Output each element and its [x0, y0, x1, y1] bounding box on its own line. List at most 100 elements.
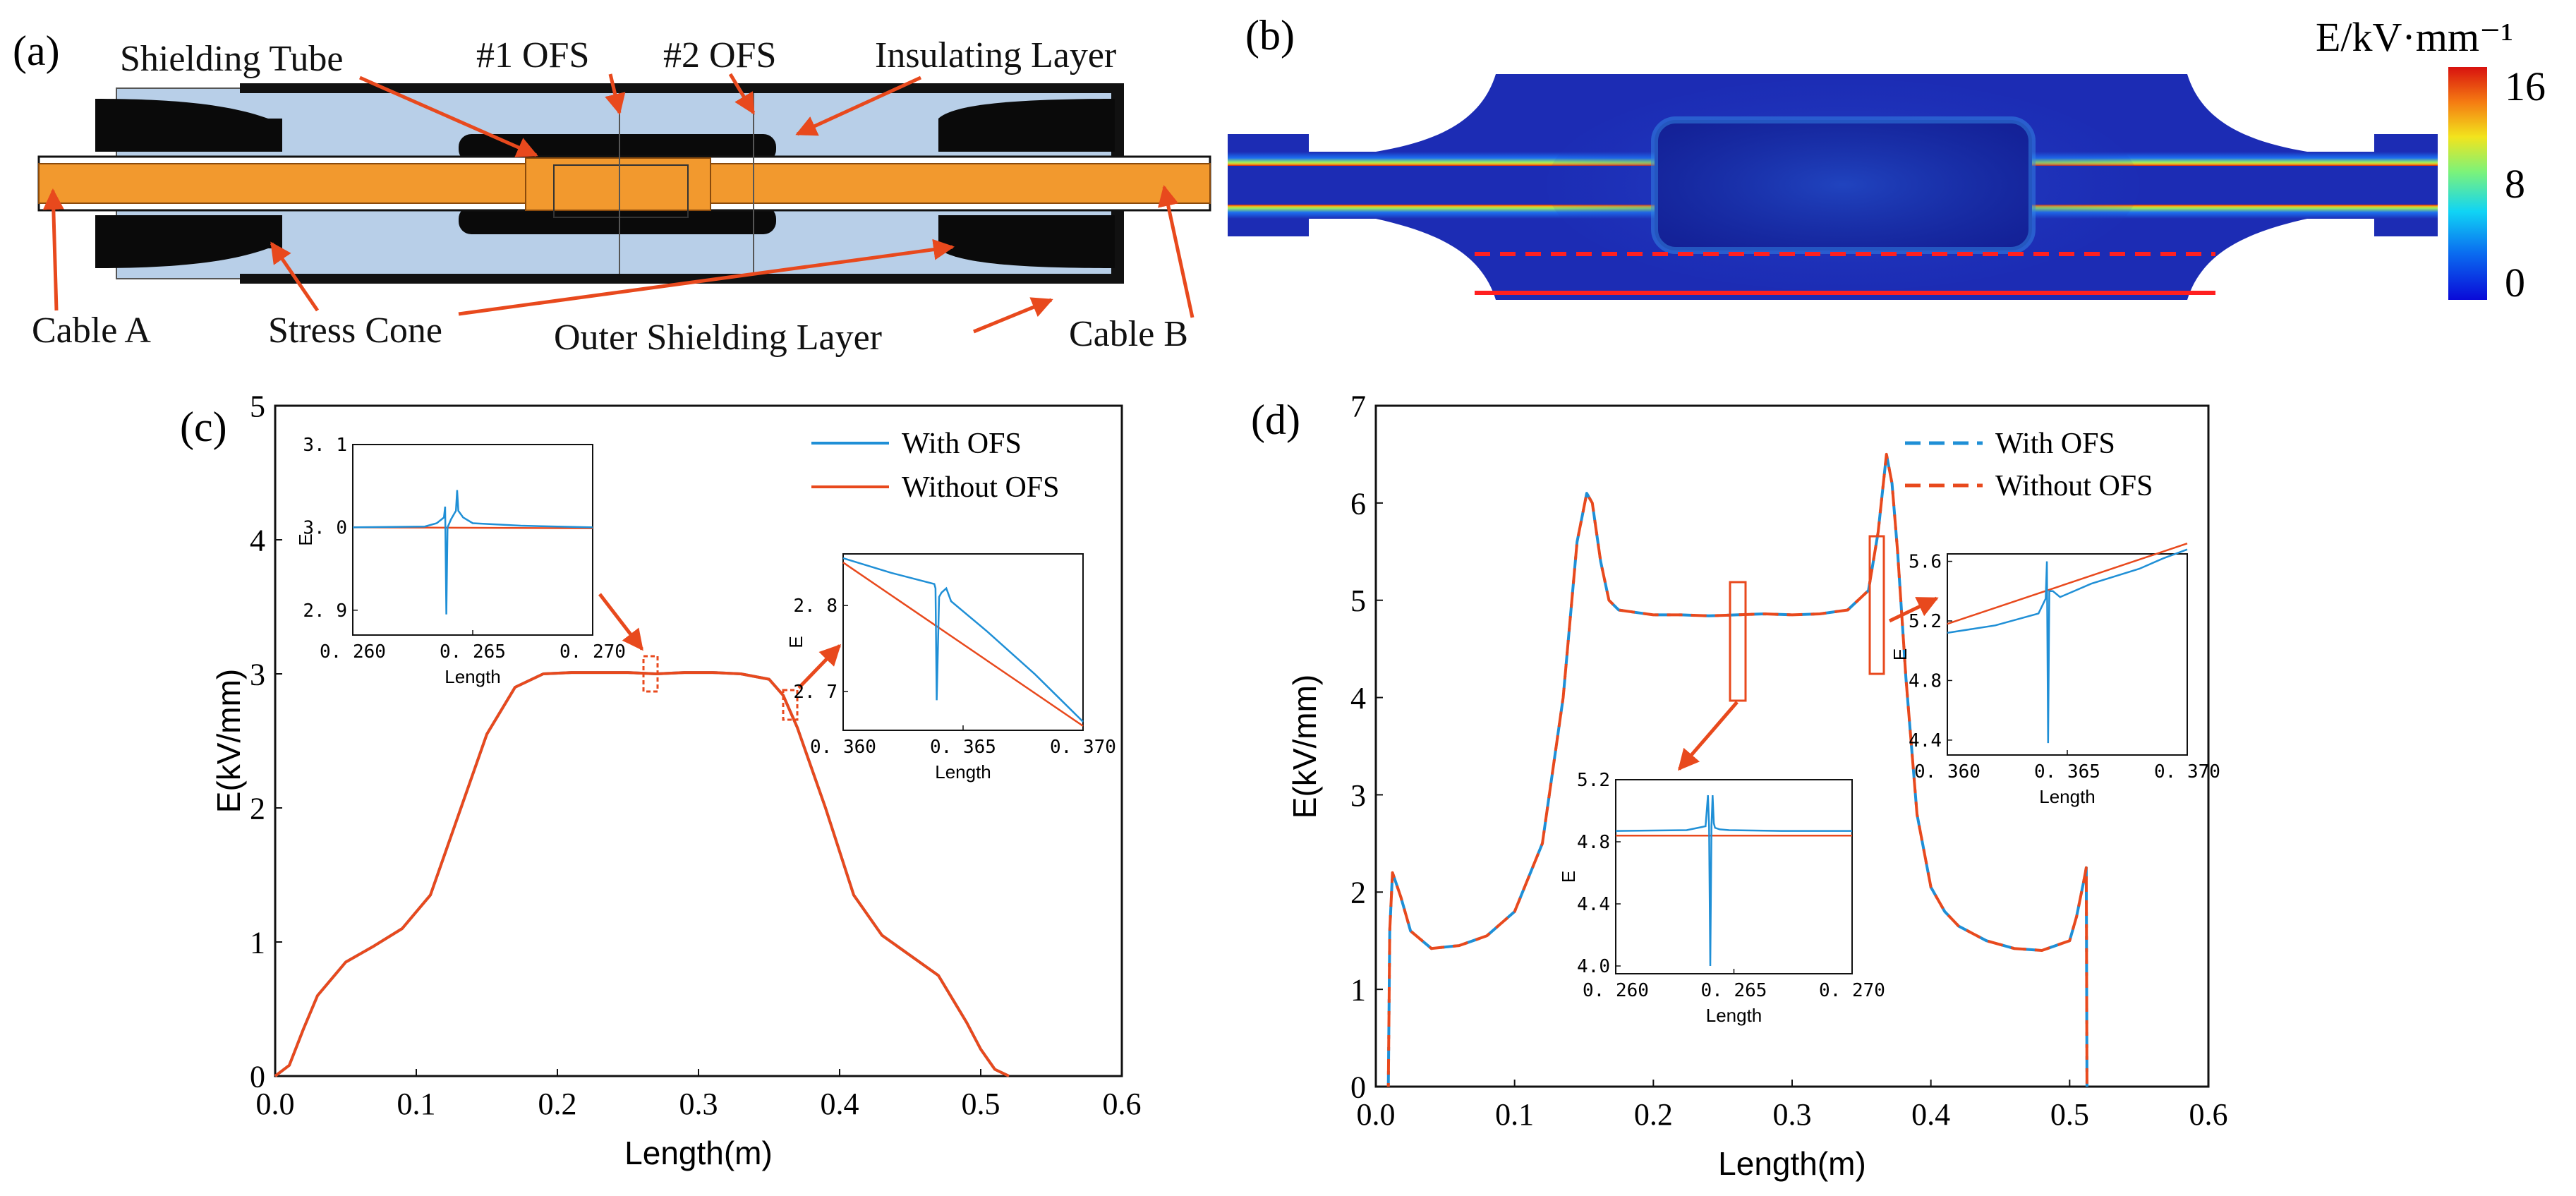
connector-inner: [553, 164, 689, 218]
panel-b-field-map: (b) E/kV·mm⁻¹ 16 8 0: [1228, 12, 2546, 306]
chart-d-zoom-box-1: [1729, 581, 1747, 702]
cavity-a-bottom: [1309, 219, 1496, 300]
chart-d-ytick-label: 5: [1350, 584, 1366, 618]
cavity-b-bottom: [2187, 219, 2374, 300]
inset-xtick-label: 0. 265: [1701, 980, 1767, 1001]
inset-ylabel: E: [1889, 648, 1911, 660]
chart-d-yticks: 0 1 2 3 4 5 6 7: [1350, 389, 1383, 1104]
inset-xtick-label: 0. 365: [2034, 761, 2100, 783]
chart-c-xtick-label: 0.3: [679, 1087, 718, 1121]
inset-xlabel: Length: [445, 666, 501, 687]
chart-c-ytick-label: 3: [250, 657, 265, 691]
inset-frame: [1615, 779, 1853, 974]
label-cable-b: Cable B: [1069, 314, 1188, 354]
chart-c-ytick-label: 5: [250, 389, 265, 423]
inset-xlabel: Length: [2039, 786, 2096, 807]
inset-series-without-ofs: [1947, 543, 2188, 625]
inset-ylabel: E: [785, 636, 806, 648]
chart-c-legend: With OFS Without OFS: [811, 428, 1060, 504]
chart-c-arrow-2: [797, 644, 842, 689]
inset-ytick-label: 2. 8: [793, 596, 837, 617]
inset-ylabel: E: [295, 533, 316, 545]
inset-ytick-label: 4.4: [1909, 730, 1942, 751]
legend-without-ofs: Without OFS: [902, 471, 1060, 504]
inset-xtick-label: 0. 265: [440, 641, 506, 663]
inset-xlabel: Length: [935, 761, 991, 783]
legend-with-ofs: With OFS: [902, 428, 1022, 460]
chart-d-ytick-label: 0: [1350, 1070, 1366, 1104]
inset-xtick-label: 0. 365: [930, 737, 996, 758]
chart-c-zoom-box-2: [782, 689, 799, 721]
shielding-tube-bottom: [459, 206, 776, 234]
inset-ytick-label: 5.2: [1577, 770, 1610, 791]
chart-c-arrow-1: [598, 593, 643, 651]
chart-c-ytick-label: 4: [250, 523, 265, 557]
chart-d-ytick-label: 1: [1350, 973, 1366, 1008]
stress-cone-b-top: [938, 99, 1115, 152]
inset-series-with-ofs: [1947, 548, 2188, 744]
chart-c-ytick-label: 0: [250, 1059, 265, 1094]
inset-ytick-label: 3. 1: [303, 435, 347, 456]
inset-ytick-label: 5.2: [1909, 611, 1942, 632]
chart-c-inset-2: 0. 360 0. 365 0. 370 2. 7 2. 8 Length E: [785, 553, 1116, 783]
label-ofs1: #1 OFS: [476, 35, 589, 75]
chart-d-inset-1: 0. 260 0. 265 0. 270 4.0 4.4 4.8 5.2 Length E: [1558, 770, 1885, 1026]
chart-d-series: [1386, 452, 2088, 1087]
panel-d-chart: (d) Length(m) E(kV/mm) 0.0 0.1 0.2 0.3 0.4 0.…: [1251, 389, 2228, 1182]
panel-a-tag: (a): [13, 28, 60, 74]
inset-xtick-label: 0. 370: [2154, 761, 2220, 783]
chart-c-xtick-label: 0.0: [256, 1087, 295, 1121]
inset-ytick-label: 4.8: [1909, 670, 1942, 691]
chart-c-ytick-label: 1: [250, 925, 265, 960]
series-line-without-ofs: [274, 671, 1010, 1077]
inset-xtick-label: 0. 370: [1050, 737, 1116, 758]
inset-ytick-label: 3. 0: [303, 517, 347, 538]
chart-c-xlabel: Length(m): [624, 1135, 773, 1171]
inset-xtick-label: 0. 270: [560, 641, 626, 663]
label-cable-a: Cable A: [32, 310, 151, 351]
chart-d-zoom-box-2: [1868, 535, 1885, 675]
chart-d-xlabel: Length(m): [1718, 1145, 1866, 1182]
legend-d-without-ofs: Without OFS: [1995, 470, 2153, 502]
inset-xtick-label: 0. 260: [320, 641, 386, 663]
chart-d-xtick-label: 0.5: [2050, 1097, 2089, 1132]
inset-series-with-ofs: [842, 557, 1084, 723]
legend-d-with-ofs: With OFS: [1995, 428, 2115, 460]
colorbar-title: E/kV·mm⁻¹: [2316, 14, 2513, 60]
inset-xlabel: Length: [1706, 1005, 1762, 1026]
chart-d-arrow-1: [1678, 701, 1739, 771]
panel-b-tag: (b): [1245, 12, 1295, 59]
series-line-without-ofs: [1386, 452, 2088, 1087]
chart-d-ytick-label: 4: [1350, 681, 1366, 715]
inset-frame: [842, 553, 1084, 731]
panel-a-arrows: [42, 73, 1195, 334]
colorbar: [2448, 67, 2487, 300]
panel-d-tag: (d): [1251, 397, 1300, 443]
inset-xtick-label: 0. 360: [1914, 761, 1981, 783]
chart-d-ytick-label: 7: [1350, 389, 1366, 423]
chart-d-ylabel: E(kV/mm): [1286, 675, 1323, 819]
inset-series-with-ofs: [1615, 795, 1852, 967]
inset-ytick-label: 2. 7: [793, 682, 837, 703]
chart-d-xticks: 0.0 0.1 0.2 0.3 0.4 0.5 0.6: [1357, 1080, 2228, 1132]
series-line-with-ofs: [1386, 452, 2088, 1087]
inset-xtick-label: 0. 270: [1819, 980, 1885, 1001]
chart-d-ytick-label: 6: [1350, 486, 1366, 521]
label-shielding-tube: Shielding Tube: [120, 39, 343, 79]
label-stress-cone: Stress Cone: [268, 310, 442, 351]
inset-series-with-ofs: [352, 490, 593, 615]
chart-d-ytick-label: 3: [1350, 778, 1366, 813]
chart-c-ylabel: E(kV/mm): [210, 669, 247, 813]
cavity-a-top: [1309, 74, 1496, 152]
colorbar-min: 0: [2505, 260, 2525, 306]
chart-d-legend: With OFS Without OFS: [1905, 428, 2153, 502]
chart-c-xtick-label: 0.6: [1103, 1087, 1142, 1121]
chart-c-ytick-label: 2: [250, 791, 265, 826]
inset-frame: [352, 444, 593, 636]
inset-xtick-label: 0. 260: [1583, 980, 1649, 1001]
stress-cone-a-bottom: [95, 215, 282, 268]
colorbar-mid: 8: [2505, 161, 2525, 207]
chart-d-inset-2: 0. 360 0. 365 0. 370 4.4 4.8 5.2 5.6 Length E: [1889, 543, 2220, 807]
chart-d-xtick-label: 0.0: [1357, 1097, 1396, 1132]
